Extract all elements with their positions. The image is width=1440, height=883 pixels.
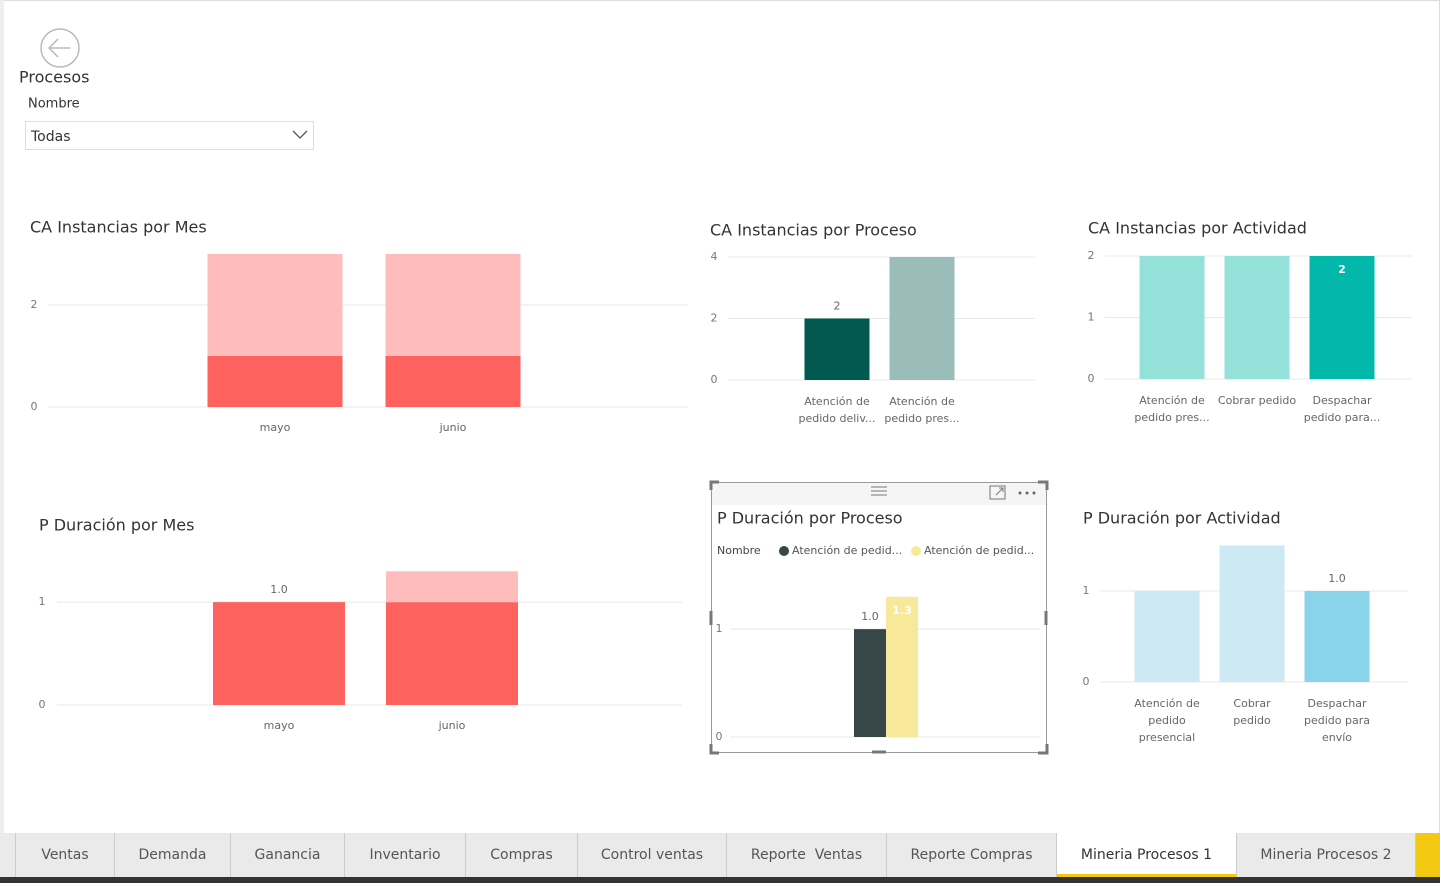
chart-title: CA Instancias por Mes bbox=[30, 218, 207, 237]
x-tick-label: Atención de pedido pres... bbox=[884, 395, 960, 425]
chart-title: P Duración por Proceso bbox=[717, 509, 903, 528]
bar bbox=[1219, 545, 1285, 682]
y-tick-label: 0 bbox=[31, 400, 38, 413]
data-label: 1.0 bbox=[861, 610, 879, 623]
bar bbox=[886, 596, 918, 737]
bar bbox=[1134, 591, 1200, 682]
legend-label: Atención de pedid... bbox=[792, 544, 902, 557]
bar bbox=[1309, 256, 1375, 379]
legend-title: Nombre bbox=[717, 544, 761, 557]
report-tab[interactable]: Demanda bbox=[115, 833, 231, 877]
bar bbox=[386, 602, 518, 705]
x-tick-label: Cobrar pedido bbox=[1217, 394, 1297, 407]
report-tab[interactable]: Compras bbox=[466, 833, 578, 877]
chart-title: P Duración por Mes bbox=[39, 516, 194, 535]
y-tick-label: 1 bbox=[1088, 311, 1095, 324]
data-label: 1.0 bbox=[270, 583, 288, 596]
report-tab[interactable]: Reporte Compras bbox=[887, 833, 1057, 877]
report-tab[interactable]: Ganancia bbox=[231, 833, 345, 877]
x-tick-label: Atención de pedido deliv... bbox=[798, 395, 876, 425]
x-tick-label: Despachar pedido para... bbox=[1303, 394, 1381, 424]
slicer-value: Todas bbox=[30, 129, 71, 145]
report-tab[interactable]: Ventas bbox=[16, 833, 115, 877]
y-tick-label: 2 bbox=[1088, 249, 1095, 262]
y-tick-label: 4 bbox=[711, 250, 718, 263]
bar bbox=[804, 318, 870, 380]
x-tick-label: mayo bbox=[263, 719, 295, 732]
data-label: 1.0 bbox=[1328, 572, 1346, 585]
bar bbox=[207, 254, 343, 356]
legend-label: Atención de pedid... bbox=[924, 544, 1034, 557]
bar bbox=[385, 254, 521, 356]
report-tab[interactable]: Mineria Procesos 2 bbox=[1237, 833, 1416, 877]
tab-bar-bottom bbox=[0, 877, 1440, 883]
report-tab[interactable]: Inventario bbox=[345, 833, 466, 877]
report-tab[interactable]: Reporte Ventas bbox=[727, 833, 887, 877]
y-tick-label: 1 bbox=[716, 622, 723, 635]
x-tick-label: Atención de pedido pres... bbox=[1134, 394, 1210, 424]
report-tab[interactable]: Mineria Procesos 1 bbox=[1057, 833, 1237, 877]
legend-swatch bbox=[779, 546, 789, 556]
slicer-label: Nombre bbox=[28, 97, 80, 112]
y-tick-label: 1 bbox=[1083, 584, 1090, 597]
x-tick-label: junio bbox=[438, 719, 466, 732]
bar bbox=[207, 356, 343, 407]
bar bbox=[385, 356, 521, 407]
tab-scroll[interactable] bbox=[1416, 833, 1440, 877]
chart-title: CA Instancias por Proceso bbox=[710, 221, 917, 240]
x-tick-label: Cobrar pedido bbox=[1233, 697, 1275, 727]
report-tab[interactable]: Control ventas bbox=[578, 833, 727, 877]
bar bbox=[1304, 591, 1370, 682]
bar bbox=[1139, 256, 1205, 379]
y-tick-label: 0 bbox=[39, 698, 46, 711]
y-tick-label: 2 bbox=[711, 312, 718, 325]
y-tick-label: 1 bbox=[39, 595, 46, 608]
chart-title: CA Instancias por Actividad bbox=[1088, 219, 1307, 238]
x-tick-label: junio bbox=[439, 421, 467, 434]
slicer-dropdown[interactable] bbox=[25, 121, 314, 150]
y-tick-label: 2 bbox=[31, 298, 38, 311]
tab-strip-left bbox=[0, 833, 16, 877]
legend-swatch bbox=[911, 546, 921, 556]
y-tick-label: 0 bbox=[1083, 675, 1090, 688]
x-tick-label: Despachar pedido para envío bbox=[1304, 697, 1374, 744]
data-label: 1.3 bbox=[892, 604, 912, 617]
bar bbox=[854, 629, 886, 737]
back-button[interactable] bbox=[40, 28, 80, 68]
page-title: Procesos bbox=[19, 68, 89, 87]
y-tick-label: 0 bbox=[716, 730, 723, 743]
bar bbox=[213, 602, 345, 705]
bar bbox=[1224, 256, 1290, 379]
x-tick-label: Atención de pedido presencial bbox=[1134, 697, 1204, 744]
bar bbox=[889, 257, 955, 380]
left-edge bbox=[0, 0, 4, 833]
x-tick-label: mayo bbox=[259, 421, 291, 434]
data-label: 2 bbox=[1338, 263, 1346, 276]
y-tick-label: 0 bbox=[711, 373, 718, 386]
selected-visual-frame[interactable] bbox=[709, 480, 1049, 755]
data-label: 2 bbox=[834, 300, 841, 313]
chart-title: P Duración por Actividad bbox=[1083, 509, 1281, 528]
bar bbox=[386, 571, 518, 603]
y-tick-label: 0 bbox=[1088, 372, 1095, 385]
